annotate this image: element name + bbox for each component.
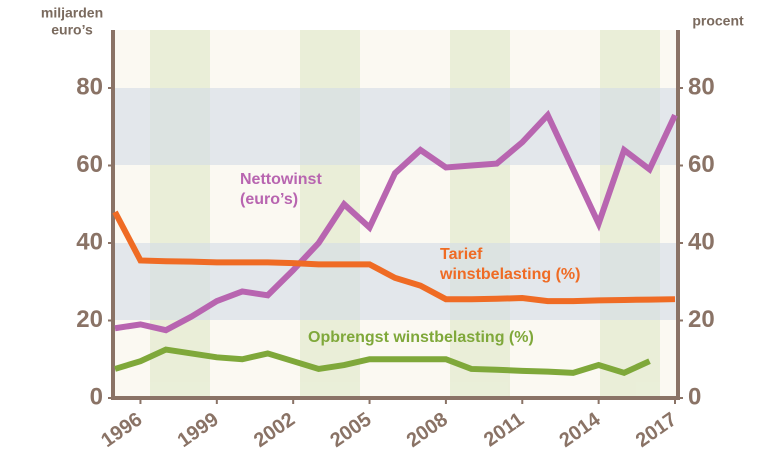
x-tick-label: 1996 [97, 408, 146, 452]
y2-tick-label: 40 [688, 228, 715, 255]
series-label: Nettowinst [240, 171, 322, 188]
y-tick-label: 40 [76, 228, 103, 255]
y2-tick-label: 60 [688, 151, 715, 178]
y-label: miljarden [41, 5, 103, 21]
y2-tick-label: 80 [688, 73, 715, 100]
y2-label: procent [692, 13, 744, 29]
y-tick-label: 0 [90, 383, 103, 410]
series-line [114, 109, 678, 334]
x-tick-label: 2014 [555, 408, 605, 452]
x-tick-label: 2011 [480, 408, 528, 451]
series-line [112, 210, 676, 305]
series-label: Tarief [440, 246, 483, 263]
y-tick-label: 80 [76, 73, 103, 100]
y2-tick-label: 0 [688, 383, 701, 410]
y2-tick-label: 20 [688, 306, 715, 333]
x-tick-label: 1999 [174, 408, 223, 452]
series-label: Opbrengst winstbelasting (%) [308, 329, 534, 346]
series-line [114, 346, 651, 377]
bands [113, 30, 678, 398]
x-tick-label: 2002 [250, 408, 299, 452]
series-label: (euro’s) [240, 191, 298, 208]
y-tick-label: 60 [76, 151, 103, 178]
x-tick-label: 2005 [326, 408, 375, 452]
y-label: euro’s [51, 22, 93, 38]
x-tick-label: 2008 [403, 408, 452, 452]
series-label: winstbelasting (%) [439, 266, 580, 283]
x-tick-label: 2017 [632, 408, 681, 452]
y-tick-label: 20 [76, 306, 103, 333]
